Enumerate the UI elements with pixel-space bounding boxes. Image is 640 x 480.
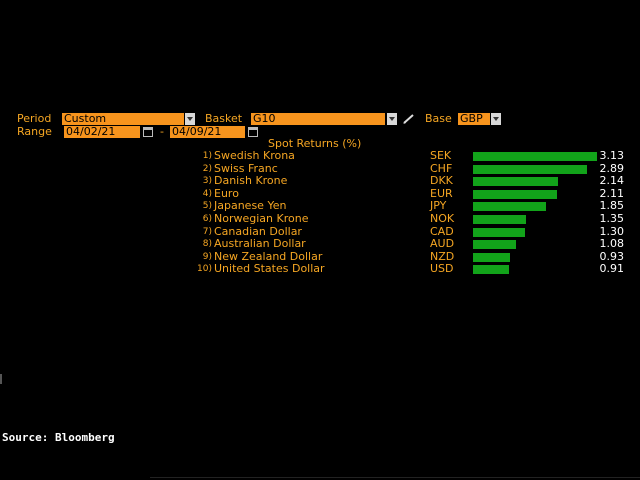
return-value: 2.14	[599, 174, 625, 188]
currency-name: Canadian Dollar	[214, 224, 302, 238]
base-currency-select[interactable]: GBP	[458, 113, 490, 125]
currency-code: NOK	[430, 212, 455, 225]
table-row[interactable]: 6) Norwegian Krone NOK 1.35	[0, 213, 640, 226]
return-bar	[473, 152, 597, 161]
period-select[interactable]: Custom	[62, 113, 184, 125]
period-label: Period	[17, 112, 52, 125]
end-date-input[interactable]: 04/09/21	[170, 126, 245, 138]
base-label: Base	[425, 112, 452, 125]
currency-code: CAD	[430, 224, 454, 238]
divider	[150, 477, 640, 478]
table-row[interactable]: 7) Canadian Dollar CAD 1.30	[0, 224, 640, 239]
start-calendar-icon[interactable]	[143, 127, 153, 137]
return-bar	[473, 164, 588, 174]
currency-code: NZD	[430, 249, 455, 263]
currency-code: SEK	[430, 149, 452, 162]
range-separator: -	[160, 125, 164, 138]
return-value: 0.93	[599, 249, 625, 263]
currency-code: AUD	[430, 237, 455, 251]
return-value: 3.13	[599, 149, 625, 162]
return-value: 2.89	[599, 161, 625, 175]
end-calendar-icon[interactable]	[248, 127, 258, 137]
currency-name: United States Dollar	[214, 262, 325, 276]
rank-label: 4)	[202, 188, 212, 199]
return-bar	[473, 202, 547, 212]
currency-code: JPY	[430, 199, 447, 213]
rank-label: 5)	[202, 201, 212, 212]
source-note: Source: Bloomberg	[2, 431, 115, 444]
currency-name: Australian Dollar	[214, 237, 306, 251]
return-bar	[473, 265, 510, 275]
basket-dropdown-icon[interactable]	[387, 113, 397, 125]
currency-name: Danish Krone	[214, 174, 288, 188]
rank-label: 10)	[197, 264, 212, 275]
table-row[interactable]: 4) Euro EUR 2.11	[0, 186, 640, 201]
return-bar	[473, 177, 558, 187]
rank-label: 6)	[202, 214, 212, 224]
currency-code: USD	[430, 262, 454, 276]
rank-label: 1)	[202, 151, 212, 161]
currency-name: Norwegian Krone	[214, 212, 309, 225]
currency-name: Japanese Yen	[214, 199, 287, 213]
scroll-handle[interactable]	[0, 374, 2, 384]
basket-label: Basket	[205, 112, 243, 125]
return-value: 1.35	[599, 212, 625, 225]
currency-code: EUR	[430, 186, 453, 200]
rank-label: 9)	[202, 251, 212, 262]
rank-label: 7)	[202, 226, 212, 237]
return-value: 2.11	[599, 186, 625, 200]
rank-label: 2)	[202, 163, 212, 174]
currency-code: CHF	[430, 161, 453, 175]
table-row[interactable]: 2) Swiss Franc CHF 2.89	[0, 161, 640, 176]
return-bar	[473, 189, 557, 199]
return-bar	[473, 215, 527, 224]
period-dropdown-icon[interactable]	[185, 113, 195, 125]
base-dropdown-icon[interactable]	[491, 113, 501, 125]
return-bar	[473, 252, 510, 262]
currency-name: Euro	[214, 186, 239, 200]
table-row[interactable]: 3) Danish Krone DKK 2.14	[0, 175, 640, 188]
table-row[interactable]: 9) New Zealand Dollar NZD 0.93	[0, 249, 640, 264]
table-row[interactable]: 10) United States Dollar USD 0.91	[0, 263, 640, 276]
return-value: 1.85	[599, 199, 625, 213]
start-date-input[interactable]: 04/02/21	[64, 126, 140, 138]
rank-label: 8)	[202, 239, 212, 250]
table-title: Spot Returns (%)	[268, 137, 362, 150]
return-value: 1.30	[599, 224, 625, 238]
basket-select[interactable]: G10	[251, 113, 385, 125]
currency-name: New Zealand Dollar	[214, 249, 323, 263]
range-label: Range	[17, 125, 52, 138]
return-value: 0.91	[599, 262, 625, 276]
table-row[interactable]: 8) Australian Dollar AUD 1.08	[0, 238, 640, 251]
return-value: 1.08	[599, 237, 625, 251]
currency-name: Swedish Krona	[214, 149, 295, 162]
currency-name: Swiss Franc	[214, 161, 278, 175]
return-bar	[473, 240, 516, 250]
pencil-icon[interactable]	[402, 113, 415, 125]
rank-label: 3)	[202, 176, 212, 187]
table-row[interactable]: 5) Japanese Yen JPY 1.85	[0, 200, 640, 213]
table-row[interactable]: 1) Swedish Krona SEK 3.13	[0, 150, 640, 163]
currency-code: DKK	[430, 174, 453, 188]
return-bar	[473, 227, 525, 237]
